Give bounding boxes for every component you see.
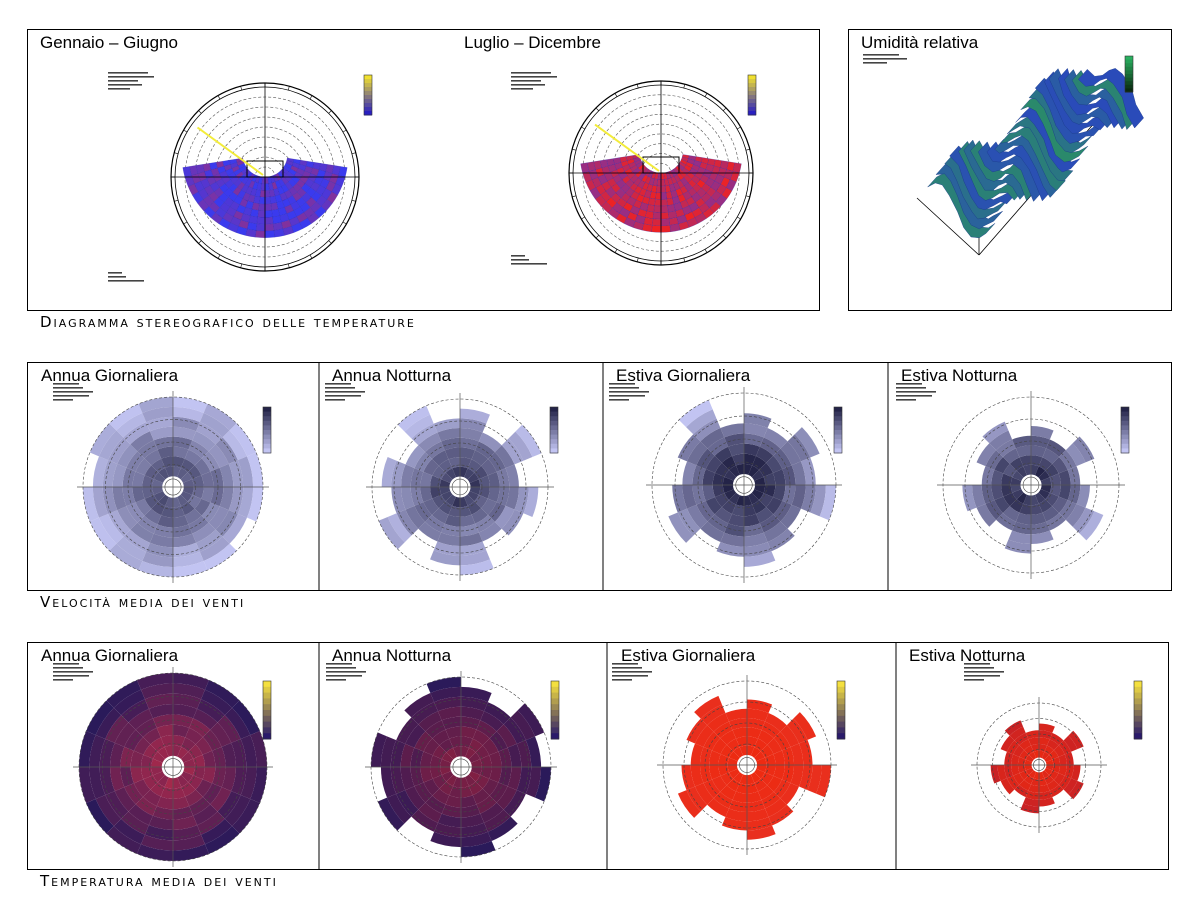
period-left-title: Gennaio – Giugno [40,33,178,52]
speed-title-1: Annua Giornaliera [41,366,179,385]
sun-path-left [170,82,360,272]
temp-legend-4 [1133,680,1143,740]
sun-path-right [568,80,754,266]
diagram-footer-left [108,272,144,282]
wind-speed-rose-3 [646,387,842,583]
temperature-legend-left [363,74,373,116]
period-right-title: Luglio – Dicembre [464,33,602,52]
wind-temperature-rose-3 [657,675,837,855]
temp-legend-2 [550,680,560,740]
speed-header-2 [325,383,365,401]
wind-temperature-roses [53,643,1143,869]
wind-temperature-rose-1 [73,667,273,867]
humidity-panel: Umidità relativa [848,29,1172,311]
wind-speed-panel: Annua Giornaliera Annua Notturna Estiva … [27,362,1172,591]
speed-title-3: Estiva Giornaliera [616,366,751,385]
wind-speed-rose-4 [937,391,1125,579]
wind-speed-roses [53,363,1130,590]
speed-legend-1 [262,406,272,454]
temp-header-4 [964,663,1004,681]
wind-temperature-rose-4 [971,697,1107,833]
humidity-surface [916,67,1144,256]
temp-legend-1 [262,680,272,740]
speed-header-1 [53,383,93,401]
humidity-surface-plot [863,54,1144,256]
sun-path-diagram-left [108,72,757,282]
speed-legend-4 [1120,406,1130,454]
temp-header-2 [326,663,366,681]
wind-speed-rose-1 [77,391,269,583]
diagram-header-left [108,72,154,90]
wind-temperature-rose-2 [365,671,557,863]
speed-legend-2 [549,406,559,454]
speed-title-2: Annua Notturna [332,366,452,385]
wind-speed-caption: Velocità media dei venti [40,593,246,611]
diagram-header-right [511,72,557,90]
stereographic-panel: Gennaio – Giugno Luglio – Dicembre [27,29,820,311]
speed-header-3 [609,383,649,401]
temp-header-1 [53,663,93,681]
speed-header-4 [896,383,936,401]
speed-title-4: Estiva Notturna [901,366,1018,385]
temperature-legend-right [747,74,757,116]
humidity-header [863,54,907,64]
wind-temperature-panel: Annua Giornaliera Annua Notturna Estiva … [27,642,1169,870]
temp-header-3 [612,663,652,681]
humidity-title: Umidità relativa [861,33,979,52]
wind-speed-rose-2 [366,393,554,581]
temp-title-1: Annua Giornaliera [41,646,179,665]
temp-title-4: Estiva Notturna [909,646,1026,665]
temp-legend-3 [836,680,846,740]
humidity-legend [1124,55,1134,93]
diagram-footer-right [511,255,547,265]
temp-title-3: Estiva Giornaliera [621,646,756,665]
temp-title-2: Annua Notturna [332,646,452,665]
speed-legend-3 [833,406,843,454]
stereographic-caption: Diagramma stereografico delle temperatur… [40,313,416,331]
wind-temperature-caption: Temperatura media dei venti [40,872,278,890]
